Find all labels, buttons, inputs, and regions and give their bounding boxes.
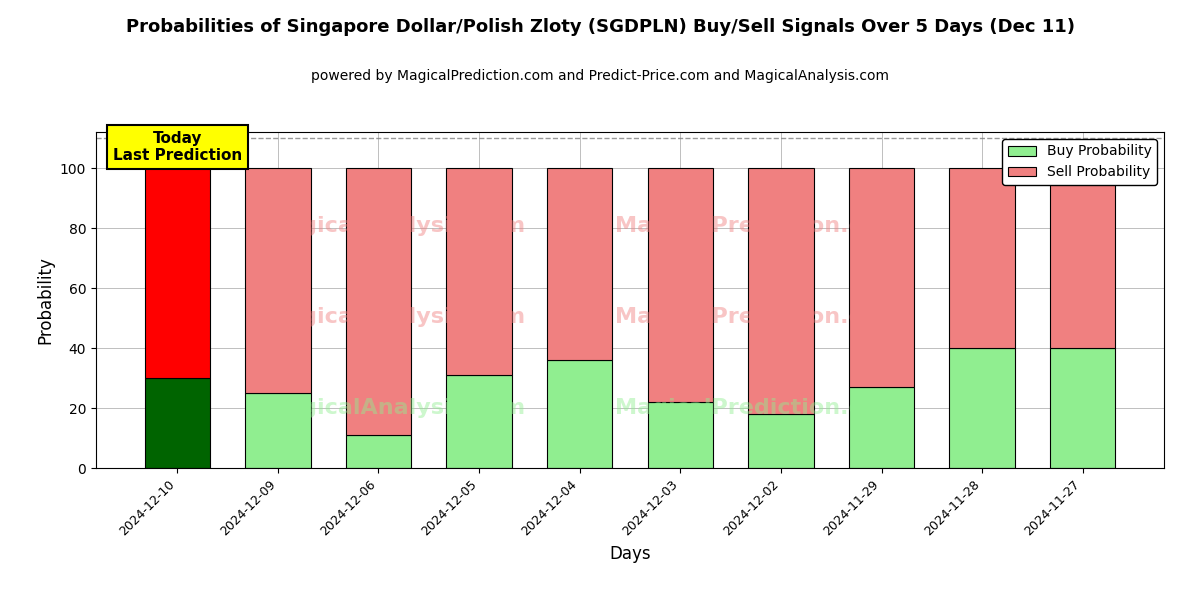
Legend: Buy Probability, Sell Probability: Buy Probability, Sell Probability [1002,139,1157,185]
Bar [949,348,1015,468]
Bar [547,168,612,360]
Bar [144,168,210,378]
Bar [547,360,612,468]
Bar [1050,168,1116,348]
Text: powered by MagicalPrediction.com and Predict-Price.com and MagicalAnalysis.com: powered by MagicalPrediction.com and Pre… [311,69,889,83]
Bar [648,402,713,468]
Text: MagicalPrediction.com: MagicalPrediction.com [616,398,901,418]
Bar [144,378,210,468]
Text: MagicalAnalysis.com: MagicalAnalysis.com [264,307,526,327]
Bar [446,168,511,375]
Text: MagicalPrediction.com: MagicalPrediction.com [616,216,901,236]
Y-axis label: Probability: Probability [36,256,54,344]
Bar [346,168,412,435]
Bar [245,168,311,393]
Bar [949,168,1015,348]
Bar [848,168,914,387]
Bar [749,168,814,414]
Bar [1050,348,1116,468]
Bar [346,435,412,468]
Text: MagicalPrediction.com: MagicalPrediction.com [616,307,901,327]
Text: MagicalAnalysis.com: MagicalAnalysis.com [264,216,526,236]
Text: MagicalAnalysis.com: MagicalAnalysis.com [264,398,526,418]
Bar [648,168,713,402]
Text: Today
Last Prediction: Today Last Prediction [113,131,242,163]
X-axis label: Days: Days [610,545,650,563]
Bar [848,387,914,468]
Bar [245,393,311,468]
Bar [749,414,814,468]
Text: Probabilities of Singapore Dollar/Polish Zloty (SGDPLN) Buy/Sell Signals Over 5 : Probabilities of Singapore Dollar/Polish… [126,18,1074,36]
Bar [446,375,511,468]
